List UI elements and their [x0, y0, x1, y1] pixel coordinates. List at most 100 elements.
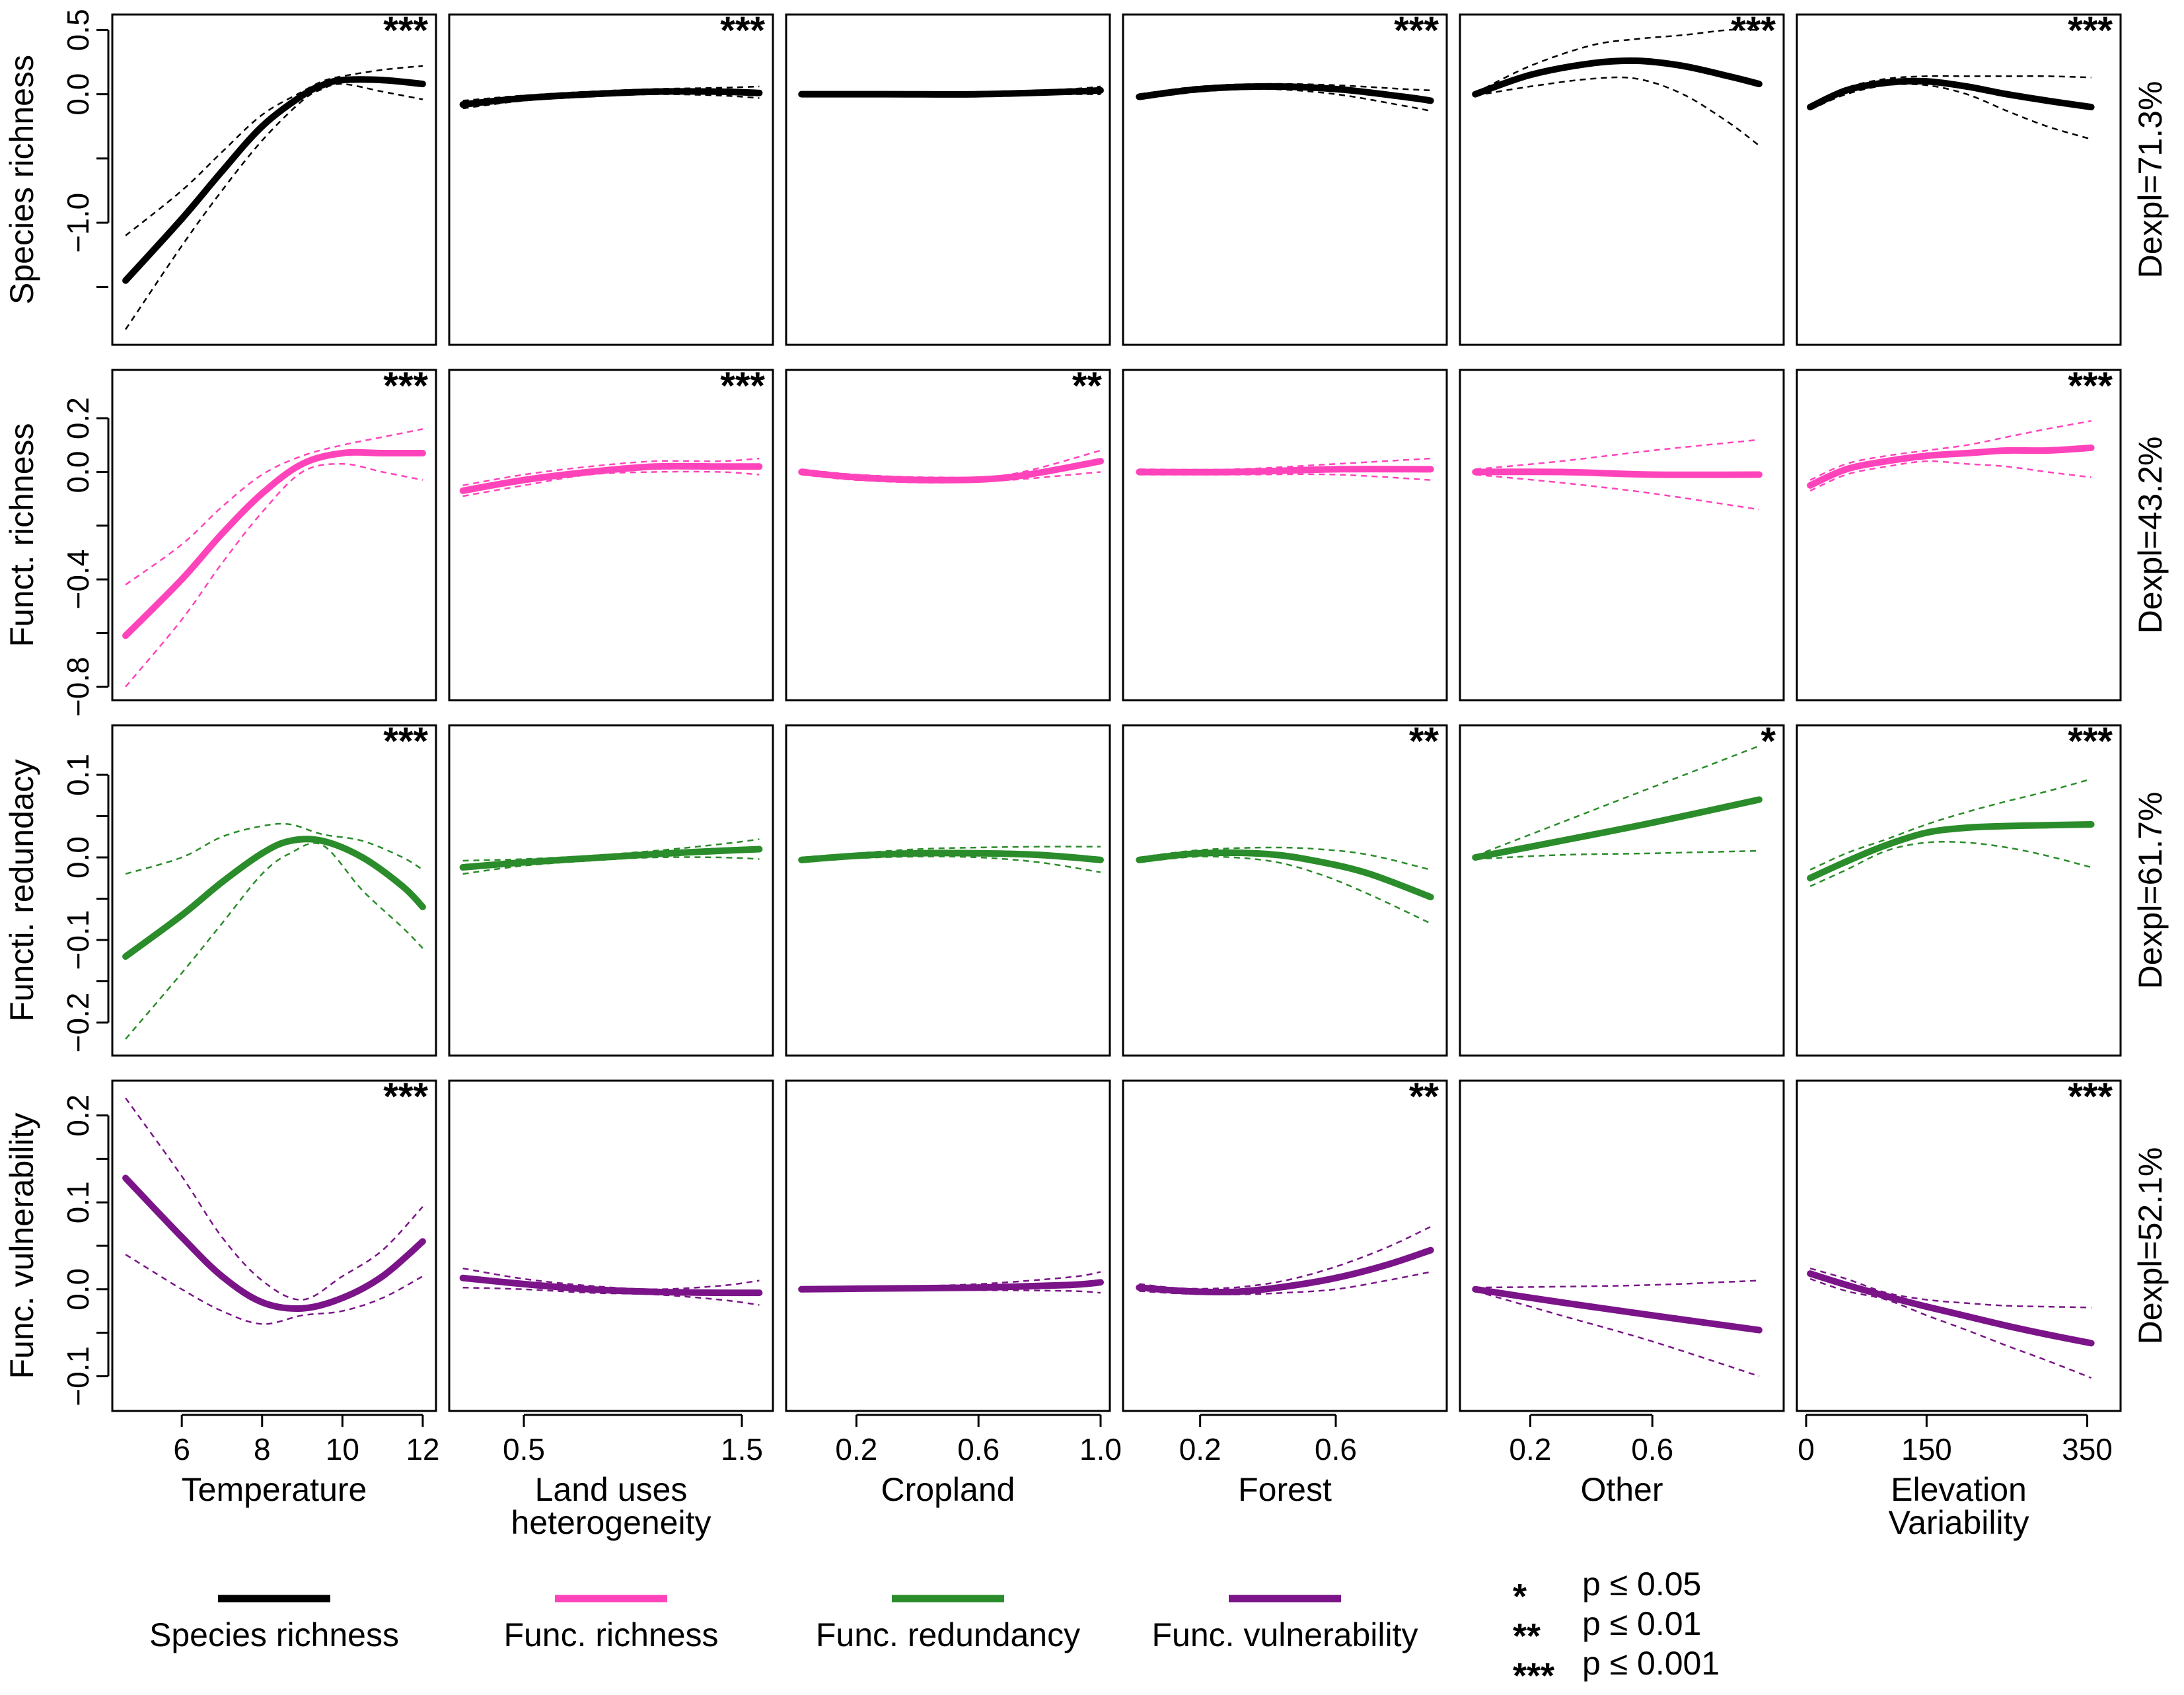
data-point — [218, 530, 225, 537]
data-point — [717, 848, 723, 854]
significance-stars: ** — [1409, 720, 1439, 763]
x-label-temp: Temperature — [182, 1471, 367, 1508]
data-point — [178, 576, 186, 583]
dexpl-label-fred: Dexpl=61.7% — [2132, 792, 2169, 990]
significance-stars: *** — [2068, 1075, 2113, 1118]
dexpl-label-fv: Dexpl=52.1% — [2132, 1147, 2169, 1345]
data-point — [1725, 73, 1732, 80]
legend-sig-text: p ≤ 0.05 — [1582, 1566, 1701, 1603]
data-point — [1264, 851, 1272, 857]
panel-frame — [1796, 1079, 2122, 1412]
x-tick-label-forest: 0.2 — [1179, 1432, 1221, 1466]
data-point — [1366, 871, 1373, 877]
ci-upper-line — [801, 846, 1101, 859]
data-point — [2003, 447, 2010, 454]
panel-frame — [111, 1079, 437, 1412]
x-tick-label-forest: 0.6 — [1315, 1432, 1357, 1466]
data-point — [1527, 71, 1534, 79]
ci-upper-line — [125, 65, 423, 236]
data-point — [521, 476, 527, 484]
effect-line — [1136, 466, 1434, 476]
row-ylabel-fv: Func. vulnerability — [3, 1113, 40, 1379]
x-tick-label-other: 0.2 — [1509, 1432, 1551, 1466]
x-tick-label-elev: 350 — [2062, 1432, 2113, 1466]
panel-fr-crop: ** — [785, 365, 1111, 702]
y-tick-label-fv: 0.2 — [61, 1095, 95, 1137]
data-point — [258, 1299, 266, 1306]
x-label-elev: Elevation Variability — [1888, 1471, 2029, 1541]
data-point — [1005, 474, 1013, 481]
panel-fr-elev: *** — [1796, 365, 2122, 702]
significance-stars: *** — [2068, 365, 2113, 408]
x-tick-label-temp: 8 — [254, 1432, 271, 1466]
ci-lower-line — [125, 83, 423, 330]
effect-line — [1472, 468, 1763, 478]
data-point — [287, 838, 294, 844]
data-point — [218, 1273, 225, 1280]
data-point — [2043, 97, 2051, 104]
significance-stars: *** — [383, 1075, 428, 1118]
panel-frame — [785, 369, 1111, 702]
data-point — [339, 1294, 346, 1301]
legend-sig-stars: *** — [1513, 1656, 1554, 1695]
x-tick-label-crop: 0.6 — [957, 1432, 1000, 1466]
significance-stars: *** — [1731, 9, 1776, 52]
significance-stars: * — [1761, 720, 1776, 763]
data-point — [1963, 1313, 1971, 1320]
panel-fr-forest — [1122, 369, 1448, 702]
panel-fred-forest: ** — [1122, 720, 1448, 1057]
legend-sig-text: p ≤ 0.001 — [1582, 1645, 1720, 1682]
data-point — [853, 474, 860, 481]
data-point — [1963, 824, 1971, 831]
data-point — [1679, 62, 1687, 69]
panel-frame — [1122, 724, 1448, 1057]
ci-lower-line — [1474, 1290, 1760, 1377]
data-point — [914, 849, 921, 857]
x-label-crop: Cropland — [881, 1471, 1015, 1508]
legend-sig-stars: * — [1513, 1577, 1527, 1616]
legend-sig-text: p ≤ 0.01 — [1582, 1605, 1701, 1642]
ci-lower-line — [125, 463, 423, 688]
data-point — [2043, 1331, 2051, 1338]
data-point — [1923, 829, 1930, 836]
data-point — [318, 82, 326, 89]
ci-upper-line — [125, 1097, 423, 1301]
significance-stars: *** — [720, 365, 765, 408]
row-ylabel-fr: Funct. richness — [3, 423, 40, 647]
data-point — [521, 859, 527, 866]
data-point — [651, 851, 658, 857]
data-point — [399, 883, 406, 890]
ci-upper-line — [125, 822, 423, 875]
data-point — [339, 77, 346, 84]
data-point — [586, 1285, 593, 1293]
panel-fred-temp: *** — [111, 720, 437, 1057]
data-point — [1587, 59, 1595, 67]
ci-upper-line — [462, 1267, 760, 1291]
data-point — [218, 168, 225, 175]
y-tick-label-fv: −0.1 — [61, 1346, 95, 1406]
data-point — [1634, 57, 1641, 65]
data-point — [651, 463, 658, 470]
panel-fr-other — [1459, 369, 1785, 702]
ci-lower-line — [125, 842, 423, 1040]
panel-frame — [1459, 1079, 1785, 1412]
panel-fv-elev: *** — [1796, 1075, 2122, 1412]
y-tick-label-fr: −0.8 — [61, 657, 95, 717]
y-tick-label-fred: −0.2 — [61, 993, 95, 1053]
data-point — [651, 1288, 658, 1295]
panel-fr-luh: *** — [448, 365, 774, 702]
legend-label: Func. vulnerability — [1152, 1616, 1418, 1653]
data-point — [2003, 90, 2010, 98]
x-label-luh: Land uses heterogeneity — [511, 1471, 711, 1541]
y-tick-label-fred: 0.0 — [61, 836, 95, 879]
data-point — [359, 854, 366, 861]
data-point — [1180, 1287, 1186, 1295]
panel-frame — [1459, 369, 1785, 702]
ci-upper-line — [1809, 1267, 2092, 1309]
panel-fred-luh — [448, 724, 774, 1057]
panel-frame — [1796, 724, 2122, 1057]
data-point — [1842, 1281, 1850, 1289]
significance-stars: *** — [383, 9, 428, 52]
row-ylabel-fred: Functi. redundacy — [3, 759, 40, 1021]
data-point — [2003, 822, 2010, 830]
